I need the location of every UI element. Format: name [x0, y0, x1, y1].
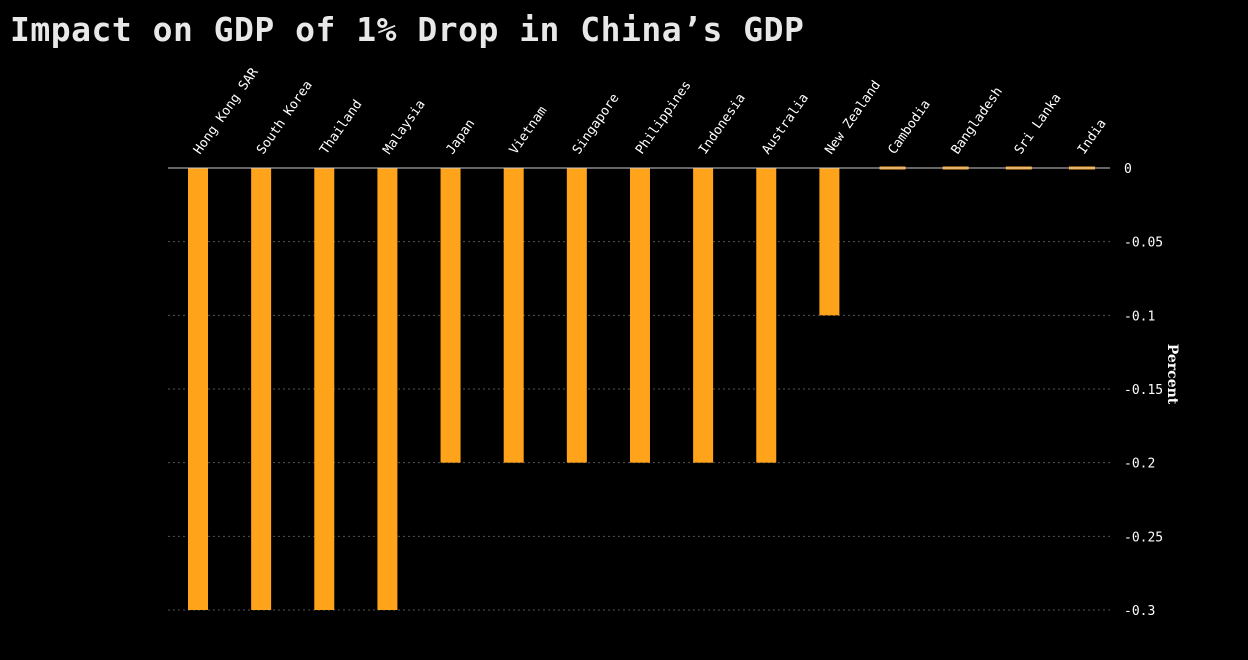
category-label: Thailand: [317, 97, 365, 157]
bar: [629, 168, 650, 463]
category-label: Philippines: [633, 78, 695, 157]
bar: [377, 168, 398, 610]
bar: [819, 168, 840, 316]
category-label: Australia: [759, 91, 812, 157]
y-tick-label: -0.1: [1124, 309, 1155, 324]
bars: [188, 166, 1095, 610]
category-label: Hong Kong SAR: [191, 65, 262, 157]
y-tick-label: -0.25: [1124, 530, 1163, 545]
bar: [503, 168, 524, 463]
chart-title: Impact on GDP of 1% Drop in China’s GDP: [10, 10, 805, 49]
category-label: Japan: [444, 117, 479, 158]
category-label: Cambodia: [886, 97, 934, 157]
bar: [188, 168, 208, 610]
bar: [566, 168, 587, 463]
y-tick-label: -0.2: [1124, 457, 1155, 472]
category-label: Sri Lanka: [1012, 91, 1065, 157]
category-label: India: [1075, 117, 1110, 158]
y-axis-title: Percent: [1164, 344, 1180, 405]
bar: [440, 168, 461, 463]
bar: [756, 168, 777, 463]
category-label: Indonesia: [696, 91, 749, 157]
category-label: New Zealand: [822, 78, 884, 157]
bar: [251, 168, 272, 610]
y-tick-label: -0.3: [1124, 604, 1155, 619]
y-tick-labels: 0 -0.05 -0.1 -0.15 -0.2 -0.25 -0.3: [1124, 162, 1163, 619]
category-label: Bangladesh: [949, 85, 1006, 158]
bar: [693, 168, 714, 463]
category-label: Vietnam: [507, 104, 551, 158]
category-label: Malaysia: [380, 97, 428, 157]
y-tick-label: -0.15: [1124, 383, 1163, 398]
bar: [314, 168, 335, 610]
y-tick-label: 0: [1124, 162, 1132, 177]
category-label: South Korea: [254, 78, 316, 157]
y-tick-label: -0.05: [1124, 236, 1163, 251]
category-label: Singapore: [570, 91, 623, 157]
